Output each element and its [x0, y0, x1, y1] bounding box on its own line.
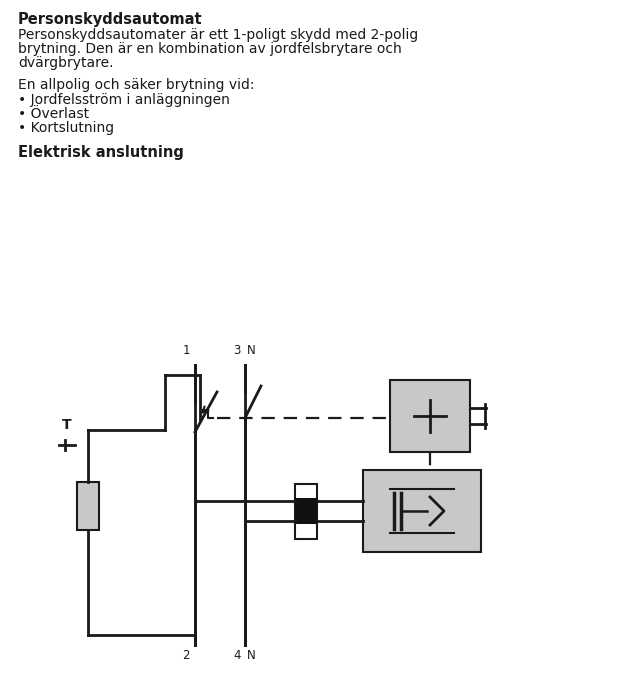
Text: Personskyddsautomater är ett 1-poligt skydd med 2-polig: Personskyddsautomater är ett 1-poligt sk…	[18, 28, 419, 42]
Bar	[77, 482, 99, 530]
Text: 1: 1	[183, 344, 190, 357]
Text: 3: 3	[233, 344, 241, 357]
Bar	[390, 380, 470, 452]
Text: Personskyddsautomat: Personskyddsautomat	[18, 12, 202, 27]
Bar	[295, 498, 317, 524]
Bar	[363, 470, 481, 552]
Text: En allpolig och säker brytning vid:: En allpolig och säker brytning vid:	[18, 78, 255, 92]
Text: Elektrisk anslutning: Elektrisk anslutning	[18, 145, 184, 160]
Bar	[295, 484, 317, 538]
Text: • Överlast: • Överlast	[18, 107, 89, 121]
Text: 4: 4	[233, 649, 241, 662]
Text: • Kortslutning: • Kortslutning	[18, 121, 114, 135]
Text: 2: 2	[183, 649, 190, 662]
Text: dvärgbrytare.: dvärgbrytare.	[18, 56, 114, 70]
Text: N: N	[247, 344, 256, 357]
Text: N: N	[247, 649, 256, 662]
Text: brytning. Den är en kombination av jordfelsbrytare och: brytning. Den är en kombination av jordf…	[18, 42, 402, 56]
Text: • Jordfelsström i anläggningen: • Jordfelsström i anläggningen	[18, 93, 230, 107]
Text: T: T	[62, 418, 72, 432]
